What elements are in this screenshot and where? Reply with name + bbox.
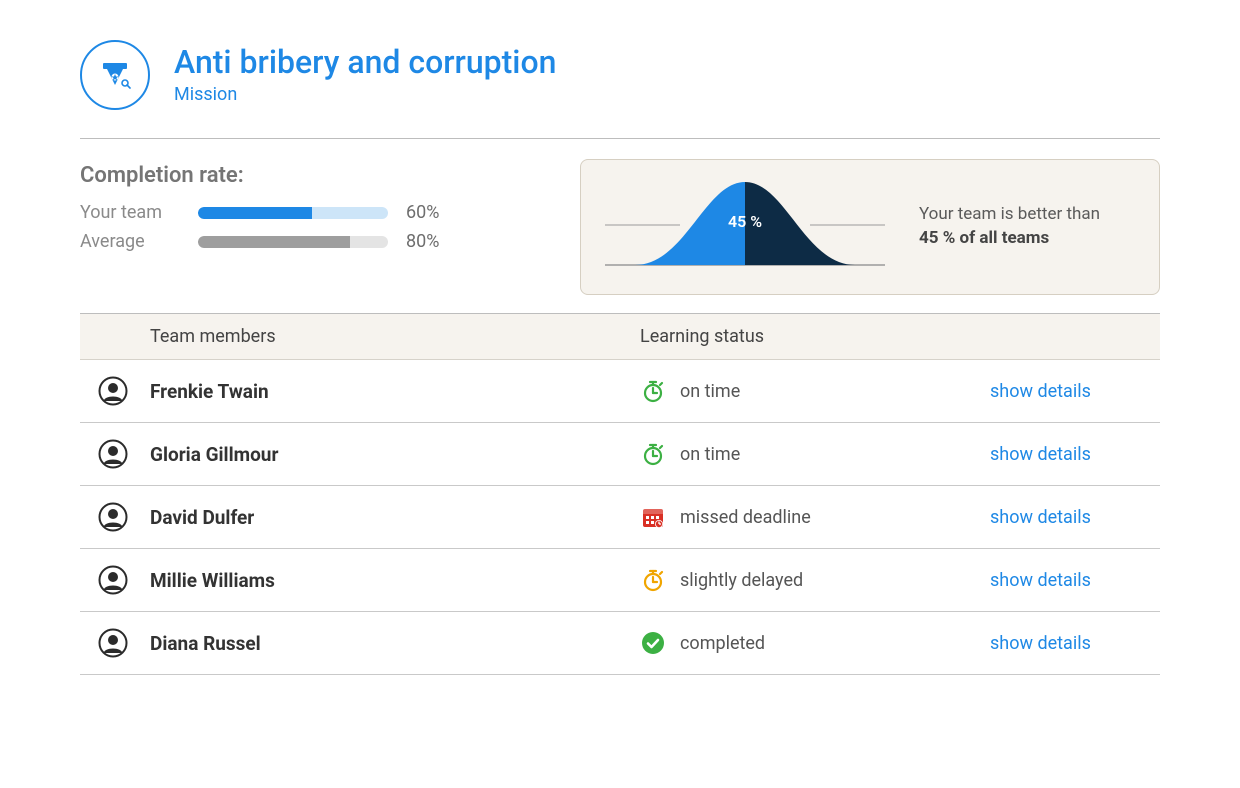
header: Anti bribery and corruption Mission (80, 40, 1160, 138)
title-block: Anti bribery and corruption Mission (174, 45, 556, 105)
bell-text-prefix: Your team is better than (919, 204, 1100, 224)
status-text: completed (680, 633, 765, 654)
status-completed-icon (640, 630, 666, 656)
bell-percent-label: 45 % (728, 212, 762, 231)
bar-track (198, 207, 388, 219)
member-cell: Frenkie Twain (80, 376, 640, 406)
avatar-icon (98, 628, 128, 658)
bell-text: Your team is better than 45 % of all tea… (919, 203, 1137, 251)
avatar-icon (98, 565, 128, 595)
show-details-link[interactable]: show details (990, 633, 1091, 654)
completion-bar-your-team: Your team 60% (80, 202, 540, 223)
page-title: Anti bribery and corruption (174, 45, 556, 80)
bar-track (198, 236, 388, 248)
status-text: missed deadline (680, 507, 811, 528)
member-cell: David Dulfer (80, 502, 640, 532)
status-cell: on time (640, 378, 990, 404)
table-row: Diana Russel completed show details (80, 612, 1160, 675)
member-name: Millie Williams (150, 569, 275, 592)
bell-curve-card: 45 % Your team is better than 45 % of al… (580, 159, 1160, 295)
status-text: slightly delayed (680, 570, 803, 591)
status-text: on time (680, 381, 740, 402)
bar-value: 80% (406, 231, 466, 252)
status-cell: slightly delayed (640, 567, 990, 593)
member-name: Gloria Gillmour (150, 443, 278, 466)
action-cell: show details (990, 633, 1160, 654)
status-missed-icon (640, 504, 666, 530)
col-head-status: Learning status (640, 326, 990, 347)
bar-value: 60% (406, 202, 466, 223)
bell-text-bold: 45 % of all teams (919, 228, 1049, 248)
completion-block: Completion rate: Your team 60% Average 8… (80, 159, 540, 260)
member-cell: Diana Russel (80, 628, 640, 658)
action-cell: show details (990, 381, 1160, 402)
status-cell: completed (640, 630, 990, 656)
avatar-icon (98, 439, 128, 469)
table-row: Gloria Gillmour on time show details (80, 423, 1160, 486)
table-row: Frenkie Twain on time show details (80, 360, 1160, 423)
status-cell: missed deadline (640, 504, 990, 530)
show-details-link[interactable]: show details (990, 381, 1091, 402)
status-on_time-icon (640, 378, 666, 404)
dashboard-card: Anti bribery and corruption Mission Comp… (0, 0, 1240, 715)
bar-fill (198, 236, 350, 248)
col-head-action (990, 326, 1160, 347)
action-cell: show details (990, 507, 1160, 528)
table-row: David Dulfer missed deadline show detail… (80, 486, 1160, 549)
table-head: Team members Learning status (80, 313, 1160, 360)
page-subtitle: Mission (174, 84, 556, 105)
bar-label: Your team (80, 202, 180, 223)
member-cell: Millie Williams (80, 565, 640, 595)
show-details-link[interactable]: show details (990, 570, 1091, 591)
member-name: Frenkie Twain (150, 380, 269, 403)
completion-title: Completion rate: (80, 163, 540, 188)
status-delayed-icon (640, 567, 666, 593)
show-details-link[interactable]: show details (990, 507, 1091, 528)
avatar-icon (98, 502, 128, 532)
action-cell: show details (990, 570, 1160, 591)
member-cell: Gloria Gillmour (80, 439, 640, 469)
mission-icon (80, 40, 150, 110)
status-text: on time (680, 444, 740, 465)
bell-curve-chart: 45 % (595, 170, 895, 284)
completion-bar-average: Average 80% (80, 231, 540, 252)
member-name: David Dulfer (150, 506, 254, 529)
avatar-icon (98, 376, 128, 406)
show-details-link[interactable]: show details (990, 444, 1091, 465)
status-on_time-icon (640, 441, 666, 467)
table-body: Frenkie Twain on time show details Glori… (80, 360, 1160, 675)
bar-fill (198, 207, 312, 219)
bar-label: Average (80, 231, 180, 252)
action-cell: show details (990, 444, 1160, 465)
table-row: Millie Williams slightly delayed show de… (80, 549, 1160, 612)
status-cell: on time (640, 441, 990, 467)
member-name: Diana Russel (150, 632, 261, 655)
col-head-members: Team members (80, 326, 640, 347)
stats-row: Completion rate: Your team 60% Average 8… (80, 139, 1160, 313)
